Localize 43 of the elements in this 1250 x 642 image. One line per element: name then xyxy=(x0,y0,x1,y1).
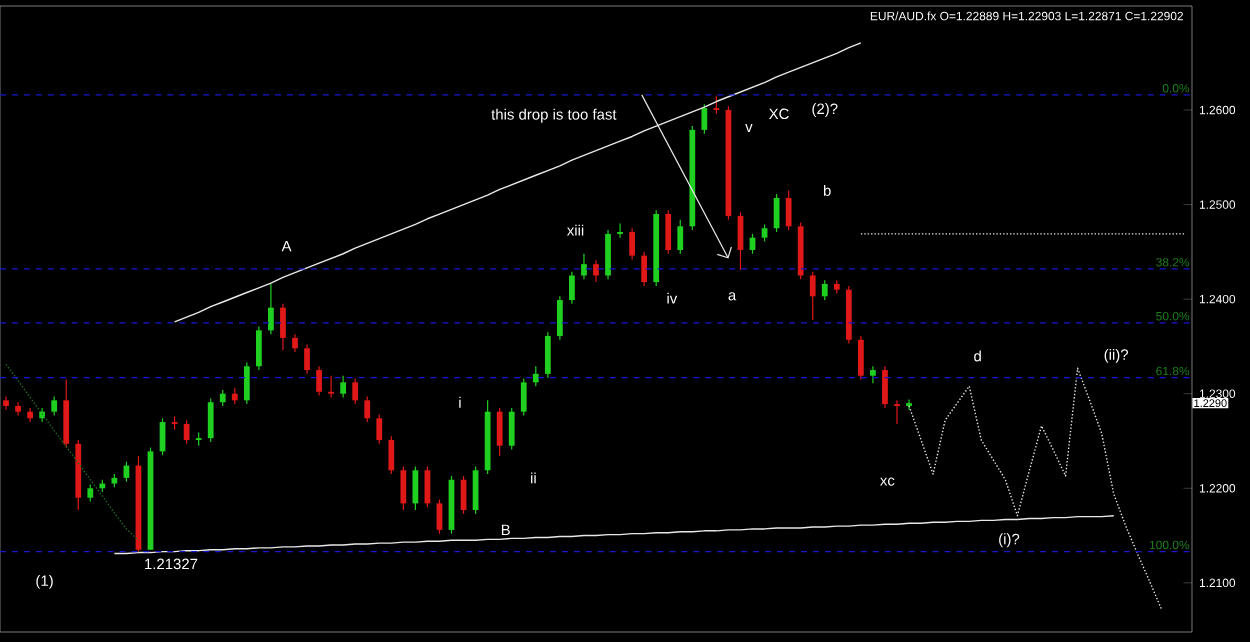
candlestick xyxy=(340,375,347,399)
candlestick xyxy=(183,419,190,445)
candlestick xyxy=(641,251,648,287)
candlestick xyxy=(593,259,599,283)
candlestick xyxy=(376,413,383,445)
candlestick xyxy=(328,375,334,399)
candlestick xyxy=(665,209,672,255)
candlestick xyxy=(532,365,539,387)
candlestick xyxy=(605,229,611,280)
candlestick xyxy=(581,253,587,280)
candlestick xyxy=(701,103,708,135)
candlestick xyxy=(544,331,551,379)
candlestick xyxy=(677,219,684,255)
candlestick xyxy=(894,399,900,425)
candlestick xyxy=(400,465,407,511)
candlestick xyxy=(520,377,527,417)
line-series xyxy=(5,363,140,541)
candlestick xyxy=(268,283,274,335)
candlestick xyxy=(352,377,359,405)
candlestick xyxy=(857,335,864,381)
candlestick xyxy=(280,303,286,351)
candlestick xyxy=(316,365,322,397)
candlestick xyxy=(364,395,371,423)
candlestick xyxy=(882,365,888,409)
candlestick xyxy=(27,407,33,423)
candlestick xyxy=(556,295,563,341)
candlestick xyxy=(304,343,310,375)
candlestick xyxy=(243,361,250,405)
candlestick xyxy=(821,279,828,301)
candlestick xyxy=(508,407,515,451)
candlestick xyxy=(63,378,70,449)
candlestick xyxy=(617,222,623,239)
candlestick xyxy=(785,189,792,231)
candlestick xyxy=(51,395,58,417)
candlestick xyxy=(255,325,262,371)
candlestick xyxy=(207,397,214,443)
candlestick xyxy=(388,435,395,475)
candlestick xyxy=(629,227,635,261)
candlestick xyxy=(870,365,876,384)
candlestick xyxy=(809,271,816,321)
candlestick xyxy=(496,407,503,457)
candlestick xyxy=(569,271,575,305)
candlestick xyxy=(906,398,912,411)
